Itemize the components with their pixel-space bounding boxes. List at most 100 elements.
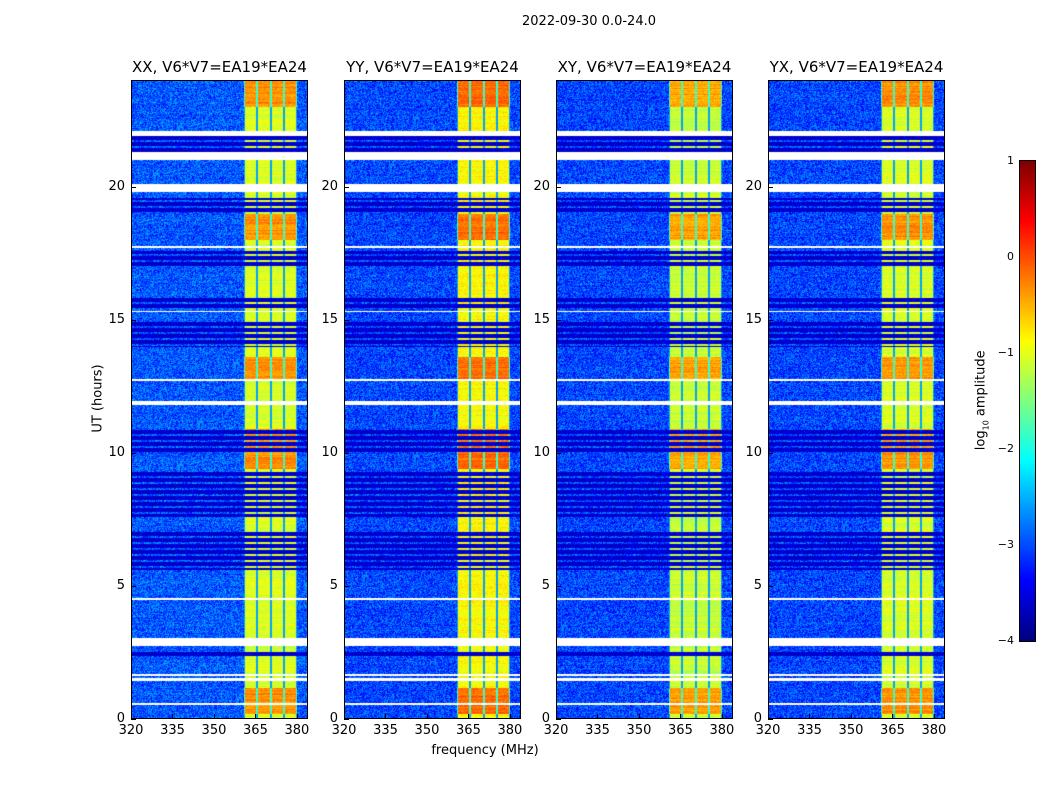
x-tick: [933, 714, 935, 719]
heatmap-image: [556, 80, 733, 719]
x-tick: [680, 714, 682, 719]
x-tick-label: 365: [880, 723, 905, 738]
y-tick: [131, 719, 136, 720]
colorbar-tick-label: −3: [997, 538, 1014, 551]
y-tick: [768, 319, 773, 321]
x-tick: [468, 714, 470, 719]
x-tick-label: 365: [243, 723, 268, 738]
axes-frame: [768, 80, 945, 719]
y-tick: [344, 719, 349, 720]
panel-title: XX, V6*V7=EA19*EA24: [132, 58, 307, 76]
colorbar-label-sub: 10: [981, 420, 991, 431]
y-tick-label: 20: [533, 178, 550, 194]
x-tick-label: 380: [709, 723, 735, 738]
x-tick: [385, 714, 387, 719]
x-axis-label: frequency (MHz): [431, 743, 539, 758]
colorbar: 1 0 −1 −2 −3 −4: [998, 154, 1036, 647]
x-tick-label: 320: [755, 723, 781, 738]
colorbar-tick-label: −4: [997, 634, 1014, 647]
x-tick: [597, 714, 599, 719]
x-tick-label: 365: [456, 723, 481, 738]
colorbar-tick-label: −2: [997, 442, 1014, 455]
colorbar-tick-label: −1: [997, 346, 1014, 359]
x-tick-label: 320: [118, 723, 144, 738]
x-tick: [850, 714, 852, 719]
y-tick-label: 10: [321, 444, 338, 460]
colorbar-label-main: log: [973, 430, 989, 451]
y-tick-label: 15: [321, 311, 338, 327]
x-tick: [213, 714, 215, 719]
axes-frame: [131, 80, 308, 719]
heatmap-image: [131, 80, 308, 719]
y-tick-label: 15: [745, 311, 762, 327]
y-tick-label: 10: [108, 444, 125, 460]
y-tick-label: 0: [116, 711, 125, 726]
colorbar-tick-label: 0: [1007, 250, 1014, 263]
panel-yy: YY, V6*V7=EA19*EA24 320 335 350 365 380 0 5 10 15…: [321, 58, 522, 738]
y-tick-label: 0: [753, 711, 762, 726]
x-tick: [768, 714, 769, 719]
x-tick-label: 365: [668, 723, 693, 738]
x-tick-label: 335: [585, 723, 610, 738]
x-tick-label: 350: [626, 723, 652, 738]
y-tick-label: 5: [541, 577, 550, 593]
y-tick-label: 10: [745, 444, 762, 460]
panel-title: YX, V6*V7=EA19*EA24: [769, 58, 944, 76]
x-tick-label: 380: [921, 723, 947, 738]
y-tick-label: 5: [753, 577, 762, 593]
y-tick-label: 5: [329, 577, 338, 593]
x-tick-label: 380: [284, 723, 310, 738]
y-tick: [344, 585, 349, 587]
x-tick: [255, 714, 257, 719]
x-tick-label: 350: [838, 723, 864, 738]
panel-xx: XX, V6*V7=EA19*EA24 320 335 350 365 380 0 5 10 15…: [108, 58, 309, 738]
y-tick-label: 15: [108, 311, 125, 327]
x-tick-label: 350: [201, 723, 227, 738]
x-tick: [809, 714, 811, 719]
y-tick: [344, 452, 349, 454]
figure-title: 2022-09-30 0.0-24.0: [522, 14, 656, 29]
x-tick: [721, 714, 723, 719]
axes-frame: [556, 80, 733, 719]
y-tick: [344, 319, 349, 321]
heatmap-image: [344, 80, 521, 719]
colorbar-tick-label: 1: [1007, 154, 1014, 167]
y-tick: [556, 585, 561, 587]
y-tick: [556, 186, 561, 188]
panel-title: YY, V6*V7=EA19*EA24: [346, 58, 519, 76]
x-tick-label: 335: [797, 723, 822, 738]
x-tick: [426, 714, 428, 719]
x-tick: [344, 714, 345, 719]
panel-xy: XY, V6*V7=EA19*EA24 320 335 350 365 380 0 5 10 15…: [533, 58, 734, 738]
y-tick: [768, 585, 773, 587]
axes-frame: [344, 80, 521, 719]
colorbar-label: log10 amplitude: [974, 340, 991, 460]
y-tick: [768, 719, 773, 720]
y-tick: [556, 719, 561, 720]
x-tick-label: 335: [373, 723, 398, 738]
y-tick: [131, 319, 136, 321]
x-tick: [892, 714, 894, 719]
y-tick: [768, 186, 773, 188]
x-tick-label: 380: [497, 723, 523, 738]
x-tick: [296, 714, 298, 719]
y-tick-label: 0: [541, 711, 550, 726]
x-tick: [556, 714, 557, 719]
panel-yx: YX, V6*V7=EA19*EA24 320 335 350 365 380 0 5 10 15…: [745, 58, 946, 738]
y-tick-label: 10: [533, 444, 550, 460]
y-tick-label: 20: [321, 178, 338, 194]
y-tick-label: 15: [533, 311, 550, 327]
y-tick-label: 20: [745, 178, 762, 194]
x-tick: [638, 714, 640, 719]
colorbar-label-rest: amplitude: [973, 350, 989, 421]
y-tick: [556, 452, 561, 454]
x-tick: [509, 714, 511, 719]
y-tick-label: 20: [108, 178, 125, 194]
x-tick: [131, 714, 132, 719]
heatmap-image: [768, 80, 945, 719]
y-tick-label: 0: [329, 711, 338, 726]
y-tick: [344, 186, 349, 188]
x-tick-label: 335: [160, 723, 185, 738]
x-tick-label: 320: [331, 723, 357, 738]
